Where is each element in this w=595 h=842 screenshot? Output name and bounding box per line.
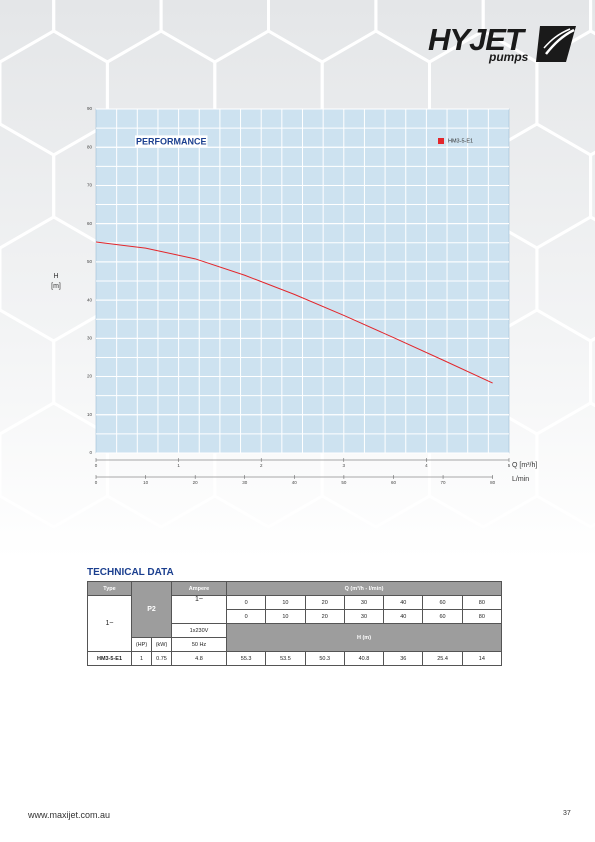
kw: 0.75 bbox=[151, 651, 172, 666]
x2-tick-label: 60 bbox=[391, 480, 397, 485]
y-tick-label: 30 bbox=[87, 336, 93, 341]
y-tick-label: 60 bbox=[87, 221, 93, 226]
ampere: 4.8 bbox=[171, 651, 227, 666]
h-value: 55.3 bbox=[225, 651, 267, 666]
h-value: 14 bbox=[461, 651, 503, 666]
q-value: 40 bbox=[383, 595, 424, 610]
page-number: 37 bbox=[563, 810, 571, 817]
logo-sub: pumps bbox=[489, 50, 529, 64]
q-value: 20 bbox=[304, 609, 345, 624]
q-value: 80 bbox=[461, 595, 503, 610]
h-value: 36 bbox=[383, 651, 424, 666]
y-axis-label: [m] bbox=[51, 283, 61, 290]
x2-tick-label: 40 bbox=[292, 480, 298, 485]
q-value: 60 bbox=[422, 595, 463, 610]
legend-label: HM3-5-E1 bbox=[448, 138, 473, 144]
th-type: Type bbox=[87, 581, 132, 596]
q-value: 30 bbox=[343, 595, 385, 610]
legend-swatch bbox=[438, 138, 444, 144]
title-box bbox=[135, 135, 208, 148]
type-phase: 1~ bbox=[87, 595, 132, 652]
q-value: 0 bbox=[225, 609, 267, 624]
x2-tick-label: 80 bbox=[490, 480, 496, 485]
y-tick-label: 10 bbox=[87, 412, 93, 417]
h-value: 50.3 bbox=[304, 651, 345, 666]
x-tick-label: 2 bbox=[260, 463, 263, 468]
series-line bbox=[95, 241, 493, 384]
hexagon bbox=[535, 401, 595, 529]
y-tick-label: 20 bbox=[87, 374, 93, 379]
th-p2: P2 bbox=[131, 581, 172, 638]
q-value: 30 bbox=[343, 609, 385, 624]
x2-tick-label: 10 bbox=[143, 480, 149, 485]
q-value: 0 bbox=[225, 595, 267, 610]
x-tick-label: 5 bbox=[508, 463, 511, 468]
x-tick-label: 1 bbox=[177, 463, 180, 468]
voltage: 1x230V bbox=[171, 623, 227, 638]
frequency: 50 Hz bbox=[171, 637, 227, 652]
y-tick-label: 70 bbox=[87, 183, 93, 188]
footer-url: www.maxijet.com.au bbox=[28, 810, 111, 820]
q-value: 40 bbox=[383, 609, 424, 624]
x2-axis-label: L/min bbox=[512, 476, 529, 483]
p2-unit: (kW) bbox=[151, 637, 172, 652]
x-axis-label: Q [m³/h] bbox=[512, 462, 537, 469]
h-value: 40.8 bbox=[343, 651, 385, 666]
y-tick-label: 80 bbox=[87, 144, 93, 149]
x-tick-label: 4 bbox=[425, 463, 428, 468]
x2-tick-label: 50 bbox=[341, 480, 347, 485]
x2-tick-label: 30 bbox=[242, 480, 248, 485]
x-tick-label: 0 bbox=[95, 463, 98, 468]
x2-tick-label: 70 bbox=[441, 480, 447, 485]
h-value: 53.5 bbox=[265, 651, 306, 666]
q-value: 80 bbox=[461, 609, 503, 624]
y-tick-label: 40 bbox=[87, 297, 93, 302]
logo-brand: HYJET bbox=[428, 22, 524, 57]
logo-icon bbox=[536, 26, 576, 62]
x2-tick-label: 20 bbox=[193, 480, 199, 485]
y-tick-label: 90 bbox=[87, 106, 93, 111]
q-value: 10 bbox=[265, 595, 306, 610]
model: HM3-5-E1 bbox=[87, 651, 132, 666]
y-tick-label: 50 bbox=[87, 259, 93, 264]
y-axis-label: H bbox=[53, 273, 58, 280]
y-tick-label: 0 bbox=[89, 450, 92, 455]
ampere-phase: 1~ bbox=[171, 595, 227, 624]
h-value: 25.4 bbox=[422, 651, 463, 666]
hp: 1 bbox=[131, 651, 152, 666]
th-q: Q (m³/h - l/min) bbox=[226, 581, 502, 596]
h-label: H (m) bbox=[226, 623, 502, 652]
q-value: 10 bbox=[265, 609, 306, 624]
x2-tick-label: 0 bbox=[95, 480, 98, 485]
table-title: TECHNICAL DATA bbox=[87, 567, 174, 578]
chart: H [m] 0 10 20 30 40 50 60 70 80 90 0 1 2 3 4 5 Q [m³/h] 0… bbox=[51, 106, 537, 485]
q-value: 60 bbox=[422, 609, 463, 624]
q-value: 20 bbox=[304, 595, 345, 610]
chart-title: PERFORMANCE bbox=[136, 136, 207, 146]
th-ampere: Ampere bbox=[171, 581, 227, 596]
p2-unit: (HP) bbox=[131, 637, 152, 652]
x-tick-label: 3 bbox=[343, 463, 346, 468]
